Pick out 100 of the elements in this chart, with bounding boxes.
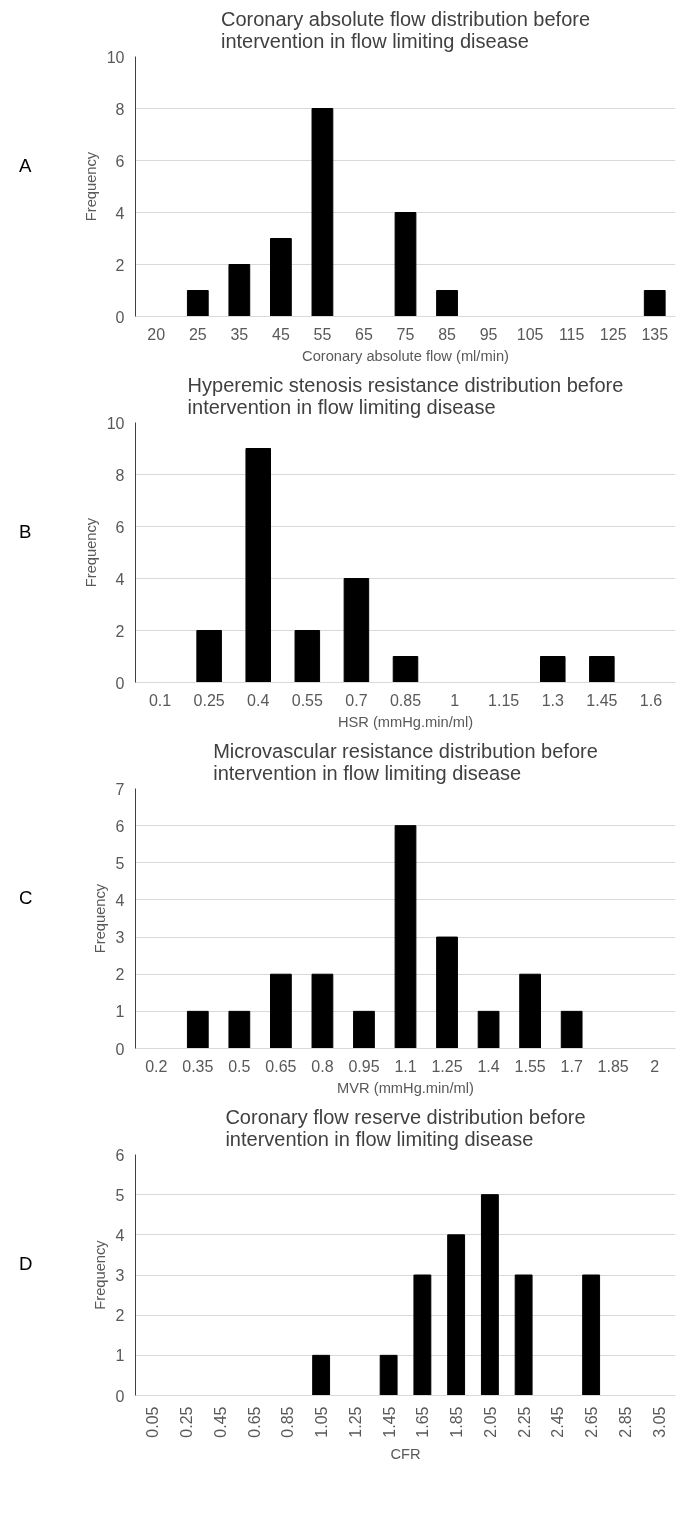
x-tick-label: 65 [355, 325, 373, 343]
x-tick-label: 1.85 [448, 1406, 466, 1438]
bar [186, 290, 209, 317]
x-tick-label: 20 [147, 325, 166, 343]
x-tick-label: 85 [438, 325, 457, 343]
bar [589, 656, 615, 683]
y-tick-label: 2 [115, 622, 125, 640]
x-axis-title: CFR [390, 1445, 421, 1462]
y-tick-label: 10 [106, 48, 125, 66]
y-axis-title: Frequency [82, 517, 99, 588]
bar [560, 1010, 583, 1049]
text: D [19, 1252, 33, 1276]
chart-title: Coronary flow reserve distribution before intervention in flow limiting disease [225, 1105, 586, 1150]
x-tick-label: 0.45 [211, 1406, 229, 1438]
bar [643, 290, 666, 317]
bar [540, 656, 566, 683]
bar [413, 1274, 432, 1396]
x-tick-label: 1.6 [639, 691, 663, 709]
x-tick-label: 55 [313, 325, 332, 343]
x-tick-label: 0.2 [145, 1057, 168, 1075]
bar [228, 264, 251, 317]
bar [270, 238, 292, 317]
x-tick-label: 35 [230, 325, 249, 343]
bar [311, 108, 334, 317]
y-tick-label: 1 [115, 1003, 125, 1021]
bar [312, 1354, 331, 1396]
bar [480, 1194, 499, 1396]
x-tick-label: 2.45 [549, 1406, 567, 1438]
x-tick-label: 0.1 [148, 691, 172, 709]
y-tick-label: 1 [115, 1347, 125, 1365]
x-tick-label: 105 [516, 325, 544, 343]
text: A [19, 154, 32, 178]
y-axis-title: Frequency [91, 883, 108, 954]
x-tick-label: 75 [396, 325, 415, 343]
x-tick-label: 1.05 [313, 1406, 331, 1438]
x-tick-label: 1.25 [431, 1057, 463, 1075]
x-tick-label: 0.7 [345, 691, 368, 709]
y-tick-label: 7 [115, 780, 125, 798]
y-tick-label: 0 [115, 674, 125, 692]
x-tick-label: 0.4 [247, 691, 270, 709]
x-tick-label: 2.25 [515, 1406, 533, 1438]
y-tick-label: 3 [115, 929, 125, 947]
chart-title: Hyperemic stenosis resistance distribution before intervention in flow limiting disease [187, 373, 624, 418]
y-tick-label: 8 [115, 466, 125, 484]
bar [186, 1010, 209, 1049]
y-tick-label: 2 [115, 966, 125, 984]
x-tick-label: 135 [641, 325, 669, 343]
bar [436, 290, 458, 317]
bar [245, 448, 271, 683]
y-tick-label: 6 [115, 817, 125, 835]
chart-title: Microvascular resistance distribution before intervention in flow limiting disease [213, 739, 598, 784]
x-axis-title: HSR (mmHg.min/ml) [337, 713, 474, 730]
x-tick-label: 25 [188, 325, 207, 343]
bar [196, 630, 222, 683]
x-tick-label: 125 [599, 325, 627, 343]
x-tick-label: 0.8 [311, 1057, 334, 1075]
bar [477, 1010, 500, 1049]
x-axis-title: MVR (mmHg.min/ml) [337, 1079, 474, 1096]
y-tick-label: 4 [115, 570, 125, 588]
x-tick-label: 2.05 [481, 1406, 499, 1438]
y-tick-label: 6 [115, 1146, 125, 1164]
x-tick-label: 95 [479, 325, 498, 343]
x-tick-label: 0.25 [193, 691, 225, 709]
x-tick-label: 2.85 [616, 1406, 634, 1438]
bar [436, 936, 458, 1049]
y-tick-label: 6 [115, 518, 125, 536]
y-tick-label: 8 [115, 100, 125, 118]
x-axis-title: Coronary absolute flow (ml/min) [302, 347, 509, 364]
x-tick-label: 0.65 [265, 1057, 297, 1075]
x-tick-label: 1.85 [597, 1057, 629, 1075]
x-tick-label: 1.1 [394, 1057, 417, 1075]
y-tick-label: 4 [115, 1226, 125, 1244]
bar [394, 212, 417, 317]
bar [294, 630, 321, 683]
x-tick-label: 115 [558, 325, 585, 343]
x-tick-label: 1.15 [488, 691, 520, 709]
text: C [19, 886, 33, 910]
x-tick-label: 1.65 [414, 1406, 432, 1438]
x-tick-label: 1.4 [477, 1057, 500, 1075]
bar [514, 1274, 533, 1396]
x-tick-label: 0.25 [178, 1406, 196, 1438]
bar [228, 1010, 251, 1049]
bar [582, 1274, 601, 1396]
bar [270, 973, 292, 1049]
chart-title: Coronary absolute flow distribution before intervention in flow limiting disease [220, 7, 591, 52]
bar [311, 973, 334, 1049]
y-tick-label: 10 [106, 414, 125, 432]
x-tick-label: 1.7 [560, 1057, 583, 1075]
y-tick-label: 3 [115, 1267, 125, 1284]
x-tick-label: 2 [650, 1057, 660, 1075]
x-tick-label: 0.65 [245, 1406, 263, 1438]
x-tick-label: 45 [271, 325, 290, 343]
y-axis-title: Frequency [91, 1239, 108, 1310]
x-tick-label: 0.05 [144, 1406, 162, 1438]
x-tick-label: 1 [450, 691, 460, 709]
x-tick-label: 1.25 [346, 1406, 364, 1438]
y-tick-label: 5 [115, 854, 125, 872]
x-tick-label: 2.65 [583, 1406, 601, 1438]
x-tick-label: 0.5 [228, 1057, 251, 1075]
y-tick-label: 4 [115, 204, 125, 222]
